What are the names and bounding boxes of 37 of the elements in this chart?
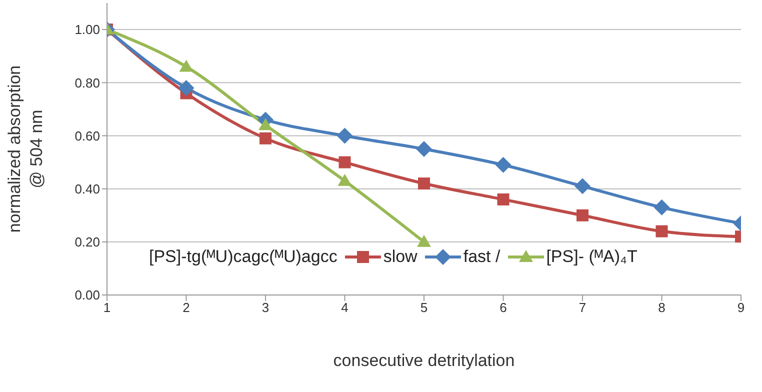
- x-tick-label: 2: [182, 300, 190, 316]
- point: [338, 174, 352, 186]
- x-axis-title: consecutive detritylation: [333, 351, 515, 370]
- y-axis-title: normalized absorption @ 504 nm: [5, 65, 46, 233]
- legend-label: fast /: [463, 247, 500, 267]
- point: [417, 234, 431, 247]
- y-tick-label: 1.00: [74, 22, 100, 38]
- legend-label: [PS]- (ᴹA)₄T: [546, 247, 638, 267]
- point: [258, 118, 272, 130]
- legend-label: slow: [383, 247, 418, 267]
- y-tick-label: 0.40: [74, 181, 100, 196]
- point: [179, 60, 194, 72]
- x-tick-label: 1: [103, 300, 111, 316]
- point: [338, 156, 351, 168]
- point: [656, 225, 668, 238]
- x-tick-label: 8: [658, 300, 666, 316]
- point: [336, 128, 353, 144]
- x-tick-label: 3: [262, 300, 270, 316]
- annotation: [PS]-tg(ᴹU)cagc(ᴹU)agcc: [149, 247, 338, 267]
- y-tick-label: 0.00: [74, 288, 100, 303]
- x-tick-label: 7: [578, 300, 586, 316]
- x-tick-label: 4: [341, 300, 348, 316]
- point: [178, 80, 194, 96]
- y-tick-label: 0.80: [74, 75, 100, 90]
- x-tick-label: 6: [500, 300, 507, 316]
- point: [495, 156, 512, 173]
- point: [574, 178, 590, 194]
- point: [576, 209, 588, 222]
- y-tick-label: 0.20: [74, 234, 100, 250]
- x-tick-label: 9: [737, 300, 745, 316]
- point: [497, 193, 510, 206]
- point: [654, 199, 670, 216]
- point: [260, 132, 272, 144]
- point: [418, 178, 430, 190]
- point: [416, 141, 432, 157]
- x-tick-label: 5: [420, 300, 428, 316]
- y-tick-label: 0.60: [74, 128, 100, 144]
